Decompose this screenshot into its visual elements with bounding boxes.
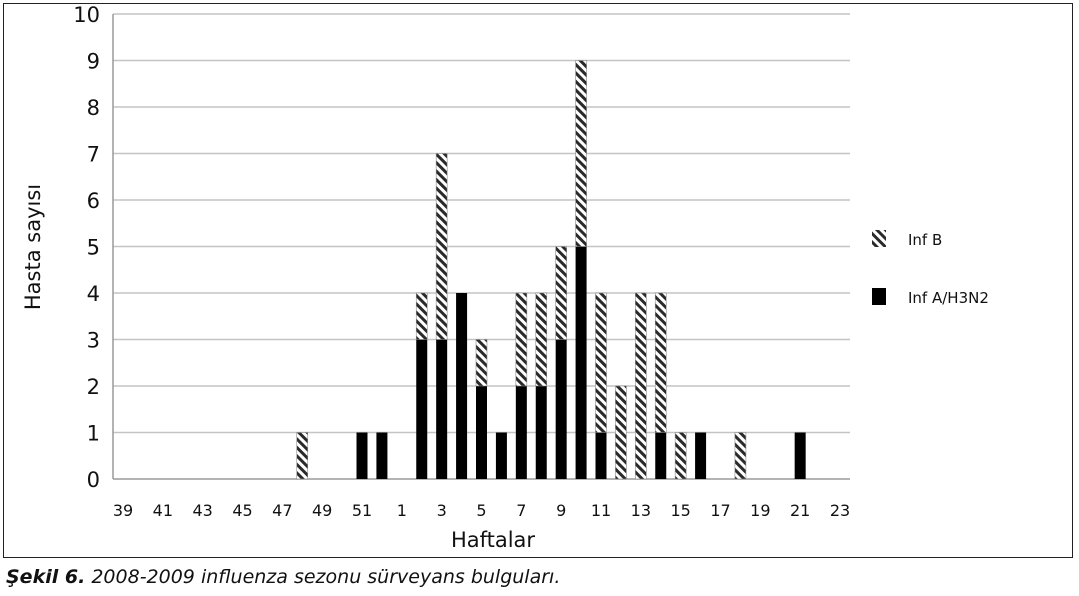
y-axis-label: Hasta sayısı <box>21 184 45 310</box>
bar-inf-a-h3n2-week-51 <box>356 432 368 479</box>
x-tick-label: 13 <box>631 501 651 520</box>
y-tick-label: 2 <box>87 375 100 399</box>
x-tick-label: 5 <box>476 501 486 520</box>
gridlines <box>112 13 850 480</box>
bar-inf-a-h3n2-week-52 <box>376 432 388 479</box>
y-tick-label: 4 <box>87 282 100 306</box>
caption-label: Şekil 6. <box>6 566 86 588</box>
legend: Inf B Inf A/H3N2 <box>872 230 989 307</box>
legend-label: Inf B <box>908 231 942 249</box>
bar-inf-a-h3n2-week-11 <box>595 432 607 479</box>
x-axis-ticks: 39 41 43 45 47 49 51 1 3 5 7 9 11 13 15 17 19 21 23 <box>113 501 850 520</box>
bar-inf-a-h3n2-week-16 <box>695 432 707 479</box>
x-tick-label: 9 <box>556 501 566 520</box>
y-tick-label: 9 <box>87 50 100 74</box>
legend-swatch <box>872 288 886 305</box>
bar-inf-b-week-15 <box>674 432 687 480</box>
x-tick-label: 15 <box>670 501 690 520</box>
bar-inf-a-h3n2-week-8 <box>535 386 547 479</box>
x-tick-label: 45 <box>232 501 252 520</box>
bar-inf-b-week-14 <box>654 292 667 433</box>
y-tick-label: 0 <box>87 468 100 492</box>
bar-inf-a-h3n2-week-5 <box>476 386 487 479</box>
y-tick-label: 7 <box>87 143 100 167</box>
bars <box>296 60 806 480</box>
x-tick-label: 23 <box>830 501 850 520</box>
y-tick-label: 1 <box>87 422 100 446</box>
bar-inf-a-h3n2-week-4 <box>456 293 468 479</box>
y-tick-label: 10 <box>73 3 100 27</box>
y-tick-label: 6 <box>87 189 100 213</box>
bar-inf-b-week-9 <box>555 246 567 340</box>
bar-inf-a-h3n2-week-6 <box>495 432 507 479</box>
x-axis-label: Haftalar <box>451 528 535 552</box>
bar-inf-a-h3n2-week-21 <box>794 432 806 479</box>
figure-caption: Şekil 6. 2008-2009 influenza sezonu sürv… <box>6 566 560 588</box>
x-tick-label: 11 <box>591 501 611 520</box>
bar-inf-b-week-3 <box>435 153 448 340</box>
x-tick-label: 7 <box>516 501 526 520</box>
legend-swatch <box>872 230 886 247</box>
bar-inf-b-week-11 <box>595 292 607 433</box>
bar-inf-b-week-2 <box>415 292 428 340</box>
y-tick-label: 5 <box>87 236 100 260</box>
bar-inf-a-h3n2-week-7 <box>515 386 527 479</box>
x-tick-label: 49 <box>312 501 332 520</box>
x-tick-label: 51 <box>352 501 372 520</box>
bar-inf-b-week-13 <box>635 292 647 480</box>
bar-inf-b-week-5 <box>475 339 488 387</box>
figure-frame <box>3 3 1073 558</box>
y-tick-label: 8 <box>87 96 100 120</box>
x-tick-label: 1 <box>397 501 407 520</box>
bar-inf-b-week-8 <box>535 292 548 387</box>
y-axis-ticks: 0 1 2 3 4 5 6 7 8 9 10 <box>73 3 100 492</box>
bar-inf-a-h3n2-week-3 <box>436 339 448 479</box>
x-tick-label: 41 <box>153 501 173 520</box>
bar-inf-b-week-10 <box>575 60 587 247</box>
caption-text: 2008-2009 influenza sezonu sürveyans bul… <box>85 566 561 588</box>
bar-inf-b-week-12 <box>615 385 627 480</box>
x-tick-label: 3 <box>437 501 447 520</box>
bar-inf-a-h3n2-week-14 <box>655 432 667 479</box>
bar-inf-a-h3n2-week-9 <box>555 339 567 479</box>
bar-inf-b-week-48 <box>296 432 309 480</box>
x-tick-label: 21 <box>790 501 810 520</box>
x-tick-label: 39 <box>113 501 133 520</box>
bar-inf-a-h3n2-week-10 <box>575 246 587 479</box>
x-tick-label: 17 <box>710 501 730 520</box>
x-tick-label: 43 <box>192 501 212 520</box>
y-tick-label: 3 <box>87 329 100 353</box>
x-tick-label: 19 <box>750 501 770 520</box>
bar-inf-b-week-7 <box>515 292 528 387</box>
x-tick-label: 47 <box>272 501 292 520</box>
bar-inf-a-h3n2-week-2 <box>416 339 428 479</box>
legend-label: Inf A/H3N2 <box>908 289 989 307</box>
bar-inf-b-week-18 <box>734 432 747 480</box>
